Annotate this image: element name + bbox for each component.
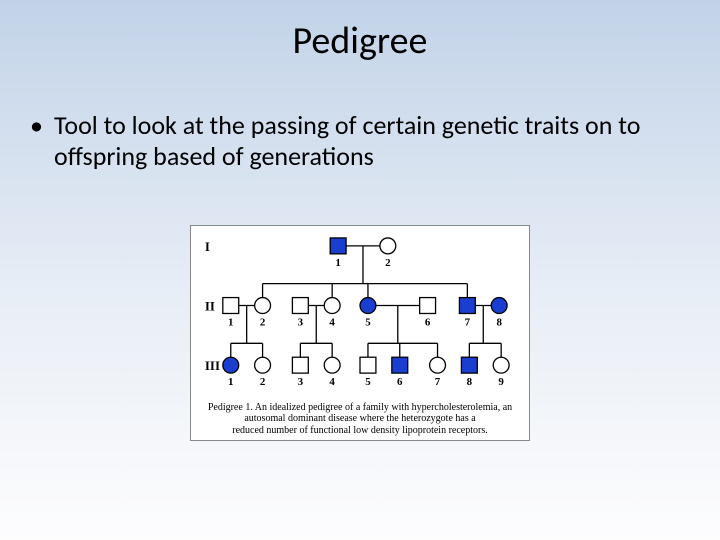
slide: Pedigree • Tool to look at the passing o… [0,0,720,540]
pedigree-male [292,357,308,373]
svg-text:5: 5 [365,316,371,328]
svg-text:1: 1 [228,316,233,328]
svg-text:9: 9 [498,376,504,388]
pedigree-caption: Pedigree 1. An idealized pedigree of a f… [191,400,529,441]
svg-text:6: 6 [425,316,431,328]
svg-text:3: 3 [298,316,304,328]
svg-text:4: 4 [329,376,335,388]
pedigree-diagram: IIIIII1212345678123456789 [191,226,529,400]
pedigree-male [292,298,308,314]
pedigree-female [324,357,340,373]
slide-title: Pedigree [0,18,720,64]
svg-text:II: II [205,298,215,313]
svg-text:1: 1 [335,257,340,269]
pedigree-panel: IIIIII1212345678123456789 Pedigree 1. An… [190,225,530,441]
pedigree-female [255,357,271,373]
bullet-area: • Tool to look at the passing of certain… [30,110,680,172]
svg-text:3: 3 [298,376,304,388]
pedigree-male [360,357,376,373]
pedigree-female [255,298,271,314]
pedigree-male [461,357,477,373]
pedigree-female [493,357,509,373]
bullet-text: Tool to look at the passing of certain g… [54,110,680,172]
pedigree-male [420,298,436,314]
svg-text:7: 7 [465,316,471,328]
svg-text:7: 7 [435,376,441,388]
svg-text:5: 5 [365,376,371,388]
svg-text:I: I [205,239,210,254]
bullet-dot-icon: • [30,110,54,172]
svg-text:III: III [205,358,220,373]
svg-text:2: 2 [385,257,390,269]
svg-text:6: 6 [397,376,403,388]
svg-text:2: 2 [260,316,265,328]
pedigree-male [223,298,239,314]
pedigree-female [430,357,446,373]
svg-text:8: 8 [496,316,502,328]
svg-text:2: 2 [260,376,265,388]
pedigree-female [360,298,376,314]
pedigree-male [459,298,475,314]
pedigree-female [380,238,396,254]
bullet-item: • Tool to look at the passing of certain… [30,110,680,172]
svg-text:8: 8 [467,376,473,388]
pedigree-male [392,357,408,373]
pedigree-female [324,298,340,314]
pedigree-female [491,298,507,314]
pedigree-male [330,238,346,254]
svg-text:4: 4 [329,316,335,328]
pedigree-female [223,357,239,373]
svg-text:1: 1 [228,376,233,388]
